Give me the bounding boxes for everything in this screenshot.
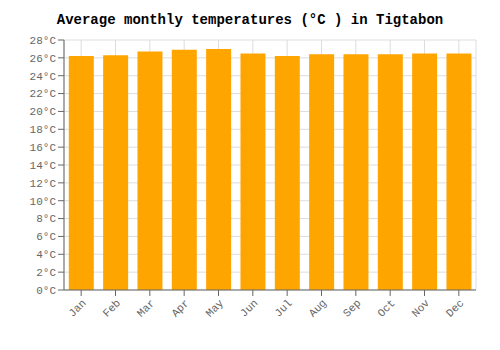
svg-text:22°C: 22°C (30, 88, 57, 100)
svg-text:Aug: Aug (307, 297, 329, 319)
svg-text:12°C: 12°C (30, 178, 57, 190)
svg-text:Sep: Sep (341, 297, 363, 319)
svg-text:4°C: 4°C (36, 249, 56, 261)
svg-text:20°C: 20°C (30, 106, 57, 118)
svg-text:Oct: Oct (375, 297, 397, 319)
svg-text:Jun: Jun (238, 297, 260, 319)
svg-text:28°C: 28°C (30, 35, 57, 47)
svg-text:8°C: 8°C (36, 213, 56, 225)
svg-text:2°C: 2°C (36, 267, 56, 279)
svg-text:0°C: 0°C (36, 285, 56, 297)
svg-text:Nov: Nov (410, 297, 433, 320)
svg-text:6°C: 6°C (36, 231, 56, 243)
svg-text:Jul: Jul (272, 297, 294, 319)
svg-text:10°C: 10°C (30, 196, 57, 208)
html-text:Average monthly temperatures (: Average monthly temperatures (°C ) in Ti… (56, 12, 444, 28)
svg-text:24°C: 24°C (30, 71, 57, 83)
svg-text:May: May (204, 297, 227, 320)
svg-text:Mar: Mar (135, 297, 157, 319)
svg-text:Dec: Dec (444, 297, 466, 319)
svg-text:Apr: Apr (169, 297, 191, 319)
svg-text:18°C: 18°C (30, 124, 57, 136)
svg-text:Jan: Jan (66, 297, 88, 319)
svg-text:Feb: Feb (101, 297, 123, 319)
svg-text:14°C: 14°C (30, 160, 57, 172)
svg-text:16°C: 16°C (30, 142, 57, 154)
svg-text:26°C: 26°C (30, 53, 57, 65)
